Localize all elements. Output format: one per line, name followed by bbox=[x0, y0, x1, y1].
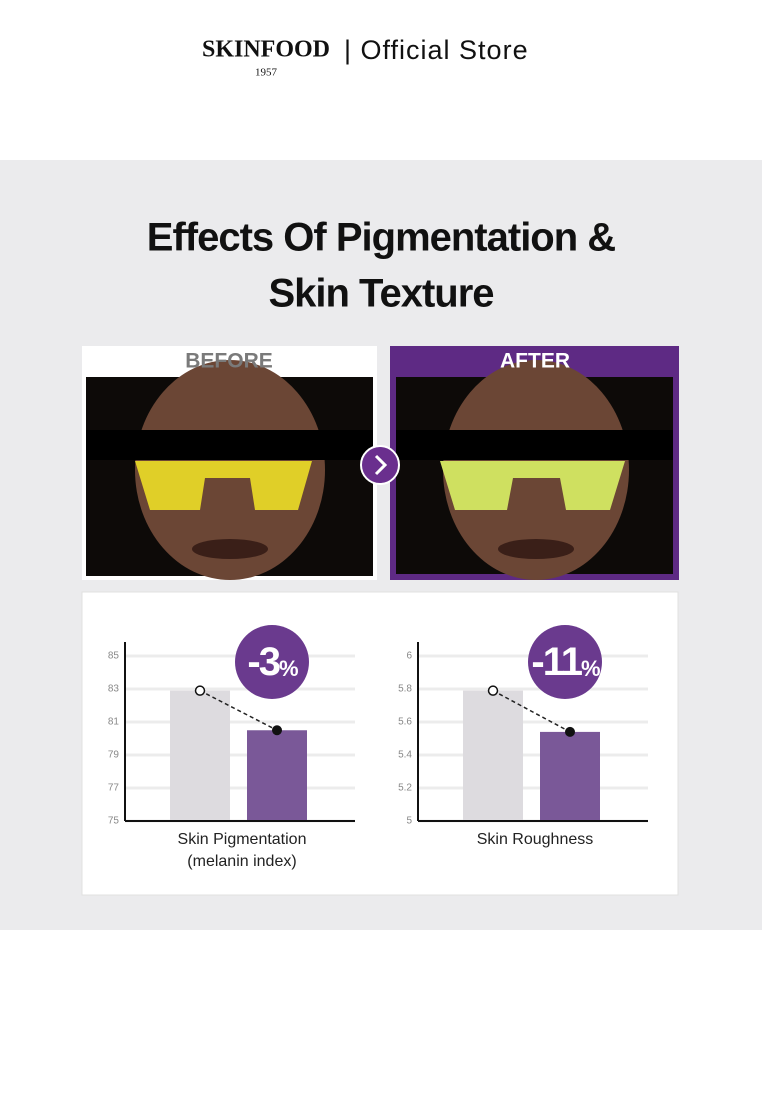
bar bbox=[247, 730, 307, 821]
brand: SKINFOOD bbox=[202, 37, 330, 63]
trend-line bbox=[492, 689, 571, 733]
x-axis-label: Skin Pigmentation bbox=[178, 831, 307, 848]
after-panel: AFTER bbox=[390, 346, 679, 580]
y-tick-label: 5.2 bbox=[398, 783, 412, 794]
change-number: -11 bbox=[531, 640, 582, 684]
y-tick-label: 6 bbox=[406, 651, 412, 662]
bar bbox=[463, 690, 523, 821]
before-label: BEFORE bbox=[185, 350, 273, 373]
point bbox=[272, 725, 282, 736]
point bbox=[194, 685, 206, 696]
trend-line bbox=[199, 689, 278, 731]
change-badge bbox=[235, 625, 309, 699]
change-number: -3 bbox=[247, 640, 279, 684]
y-tick-label: 79 bbox=[108, 750, 120, 761]
point bbox=[487, 685, 499, 696]
y-tick-label: 85 bbox=[108, 651, 120, 662]
y-tick-label: 5.4 bbox=[398, 750, 412, 761]
headline: Effects Of Pigmentation & bbox=[147, 216, 615, 260]
y-tick-label: 5 bbox=[406, 816, 412, 827]
bar bbox=[170, 690, 230, 821]
change-unit: % bbox=[279, 656, 298, 681]
arrow-icon bbox=[374, 454, 388, 476]
change-badge bbox=[528, 625, 602, 699]
x-axis-label: (melanin index) bbox=[187, 853, 296, 870]
change-label: -11% bbox=[531, 640, 600, 684]
arrow-button bbox=[360, 445, 400, 485]
brand-year: 1957 bbox=[255, 67, 278, 79]
x-axis-label: Skin Roughness bbox=[477, 831, 594, 848]
store-name: | Official Store bbox=[344, 35, 529, 65]
headline: Skin Texture bbox=[268, 272, 493, 316]
after-label: AFTER bbox=[500, 350, 570, 373]
y-tick-label: 5.8 bbox=[398, 684, 412, 695]
y-tick-label: 77 bbox=[108, 783, 120, 794]
bar bbox=[540, 731, 600, 821]
before-panel: BEFORE bbox=[82, 346, 377, 580]
change-unit: % bbox=[581, 656, 600, 681]
y-tick-label: 83 bbox=[108, 684, 120, 695]
point bbox=[565, 726, 575, 737]
change-label: -3% bbox=[247, 640, 298, 684]
y-tick-label: 5.6 bbox=[398, 717, 412, 728]
y-tick-label: 75 bbox=[108, 816, 120, 827]
y-tick-label: 81 bbox=[108, 717, 120, 728]
